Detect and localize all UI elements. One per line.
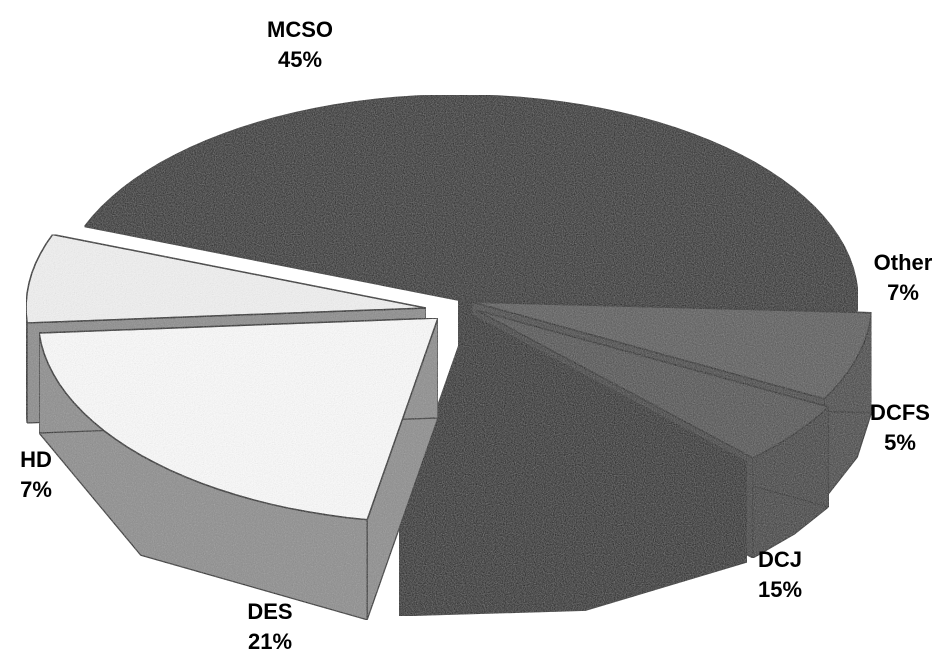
- slice-des-top: [38, 317, 440, 521]
- slice-label-value: 21%: [247, 629, 293, 654]
- slice-dcj-top: [398, 312, 749, 520]
- slice-label-mcso: MCSO 45%: [267, 15, 333, 75]
- slice-label-name: DCJ: [757, 547, 803, 572]
- slice-dcfs-top: [475, 309, 831, 459]
- slice-other-top: [471, 301, 873, 400]
- slice-label-value: 7%: [20, 477, 52, 502]
- slice-label-name: HD: [20, 447, 52, 472]
- slice-label-name: DCFS: [870, 400, 930, 425]
- slice-label-value: 5%: [884, 430, 916, 455]
- slice-label-value: 7%: [887, 280, 919, 305]
- slice-label-name: Other: [873, 250, 933, 275]
- slice-label-value: 45%: [277, 47, 323, 72]
- slice-mcso-top: [83, 94, 859, 312]
- slice-label-other: Other 7%: [874, 248, 933, 308]
- slice-dcj: [398, 312, 749, 617]
- slice-des: [38, 317, 440, 621]
- slice-label-dcfs: DCFS 5%: [870, 398, 930, 458]
- slice-label-dcj: DCJ 15%: [758, 545, 802, 605]
- slice-label-name: MCSO: [267, 17, 333, 42]
- slice-label-hd: HD 7%: [20, 445, 52, 505]
- slice-hd-top: [25, 233, 427, 324]
- slice-label-value: 15%: [757, 577, 803, 602]
- slice-label-des: DES 21%: [247, 597, 292, 657]
- slice-label-name: DES: [247, 599, 293, 624]
